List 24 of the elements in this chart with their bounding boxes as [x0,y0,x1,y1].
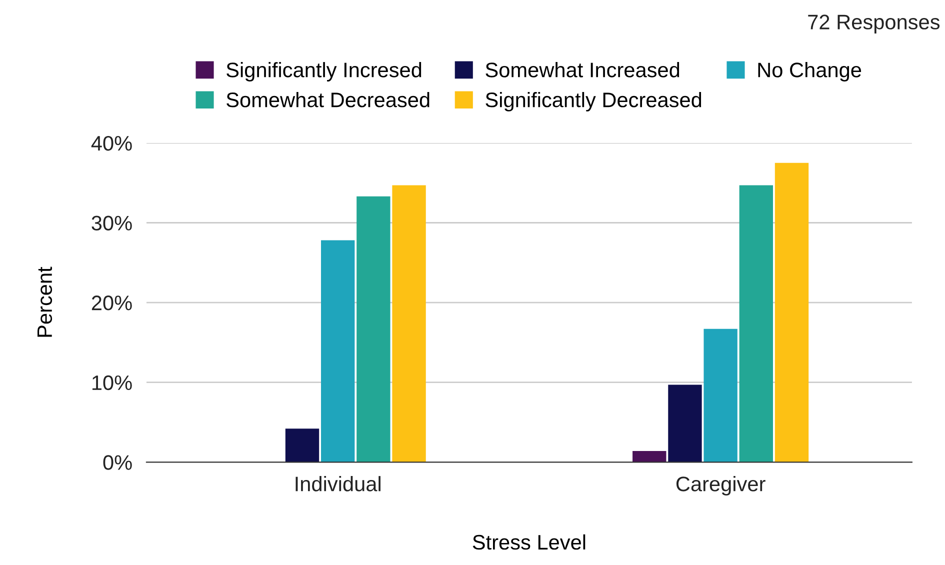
bar [739,185,773,462]
x-tick-label: Caregiver [676,476,766,496]
bar [321,240,355,462]
bar [285,428,320,462]
bar [704,328,738,462]
bar [356,196,390,462]
legend-label: No Change [758,62,862,82]
x-tick-label: Individual [296,476,380,492]
y-tick-label: 40% [91,136,132,151]
bar [774,162,809,462]
y-tick-label: 10% [92,375,132,390]
y-tick-label: 30% [92,216,132,231]
text: 72 Responses [808,14,940,34]
legend-label: Significantly Incresed [226,62,422,82]
y-tick-label: 20% [92,296,132,310]
bar [668,384,702,462]
legend-label: Significantly Decreased [486,92,702,112]
bar [392,185,426,462]
legend-label: Somewhat Increased [486,62,680,78]
y-tick-label: 0% [103,455,132,470]
bar [632,450,666,462]
y-axis-title: Percent [38,266,52,337]
legend-label: Somewhat Decreased [226,92,430,108]
x-axis-title: Stress Level [472,534,586,550]
